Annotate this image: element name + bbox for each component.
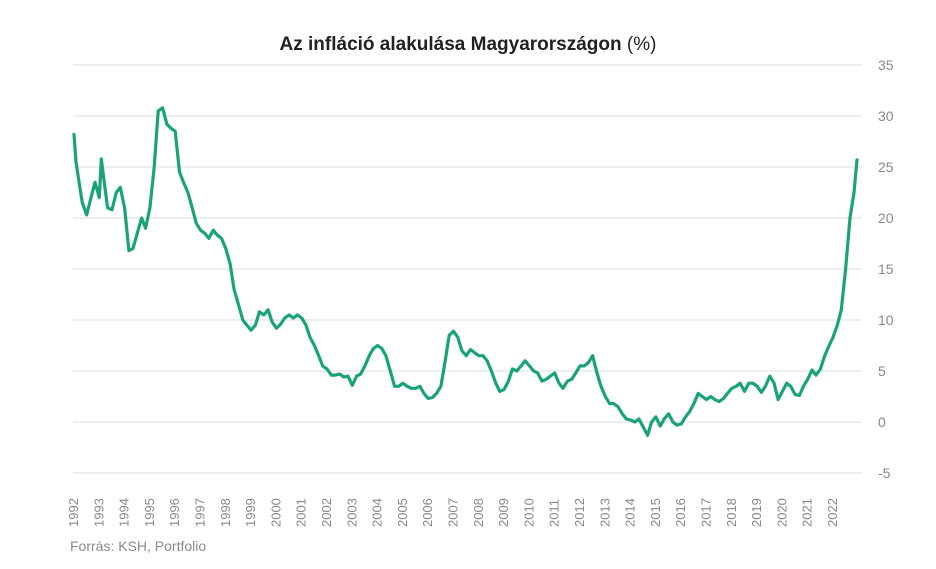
- x-tick-label: 2001: [294, 498, 309, 527]
- y-axis-ticks: -5 0 5 10 15 20 25 30 35: [878, 57, 894, 481]
- y-tick-label: 10: [878, 312, 894, 328]
- y-tick-label: 15: [878, 261, 894, 277]
- chart-title: Az infláció alakulása Magyarországon (%): [0, 34, 936, 56]
- x-tick-label: 2015: [648, 498, 663, 527]
- x-tick-label: 2005: [395, 498, 410, 527]
- y-tick-label: 30: [878, 108, 894, 124]
- x-tick-label: 2008: [471, 498, 486, 527]
- chart-title-text: Az infláció alakulása Magyarországon: [279, 34, 622, 55]
- x-tick-label: 1993: [91, 498, 106, 527]
- x-tick-label: 2013: [597, 498, 612, 527]
- x-tick-label: 2011: [547, 499, 562, 527]
- y-tick-label: 5: [878, 363, 886, 379]
- x-tick-label: 2007: [446, 498, 461, 527]
- x-tick-label: 2014: [623, 498, 638, 527]
- x-tick-label: 1994: [117, 498, 132, 527]
- x-tick-label: 2010: [521, 498, 536, 527]
- x-tick-label: 1995: [142, 498, 157, 527]
- x-tick-label: 2021: [800, 498, 815, 527]
- x-tick-label: 2006: [420, 498, 435, 527]
- x-tick-label: 2017: [699, 498, 714, 527]
- x-tick-label: 2019: [749, 498, 764, 527]
- x-tick-label: 2003: [344, 498, 359, 527]
- x-tick-label: 1997: [193, 498, 208, 527]
- x-tick-label: 2022: [825, 498, 840, 527]
- x-tick-label: 2016: [673, 498, 688, 527]
- y-tick-label: 35: [878, 57, 894, 73]
- gridlines: [73, 64, 862, 474]
- x-tick-label: 2018: [724, 498, 739, 527]
- source-note: Forrás: KSH, Portfolio: [70, 538, 207, 554]
- y-tick-label: -5: [878, 465, 891, 481]
- y-tick-label: 20: [878, 210, 894, 226]
- x-tick-label: 2000: [268, 498, 283, 527]
- x-tick-label: 1992: [66, 498, 81, 527]
- x-axis-ticks: 1992 1993 1994 1995 1996 1997 1998 1999 2000 2001…: [66, 498, 840, 527]
- x-tick-label: 2020: [774, 498, 789, 527]
- x-tick-label: 2009: [496, 498, 511, 527]
- x-tick-label: 2004: [370, 498, 385, 527]
- y-tick-label: 0: [878, 414, 886, 430]
- y-tick-label: 25: [878, 159, 894, 175]
- chart-title-unit: (%): [626, 34, 657, 55]
- x-tick-label: 2012: [572, 498, 587, 527]
- x-tick-label: 1996: [167, 498, 182, 527]
- x-tick-label: 1998: [218, 498, 233, 527]
- inflation-line: [72, 106, 859, 437]
- x-tick-label: 1999: [243, 498, 258, 527]
- x-tick-label: 2002: [319, 498, 334, 527]
